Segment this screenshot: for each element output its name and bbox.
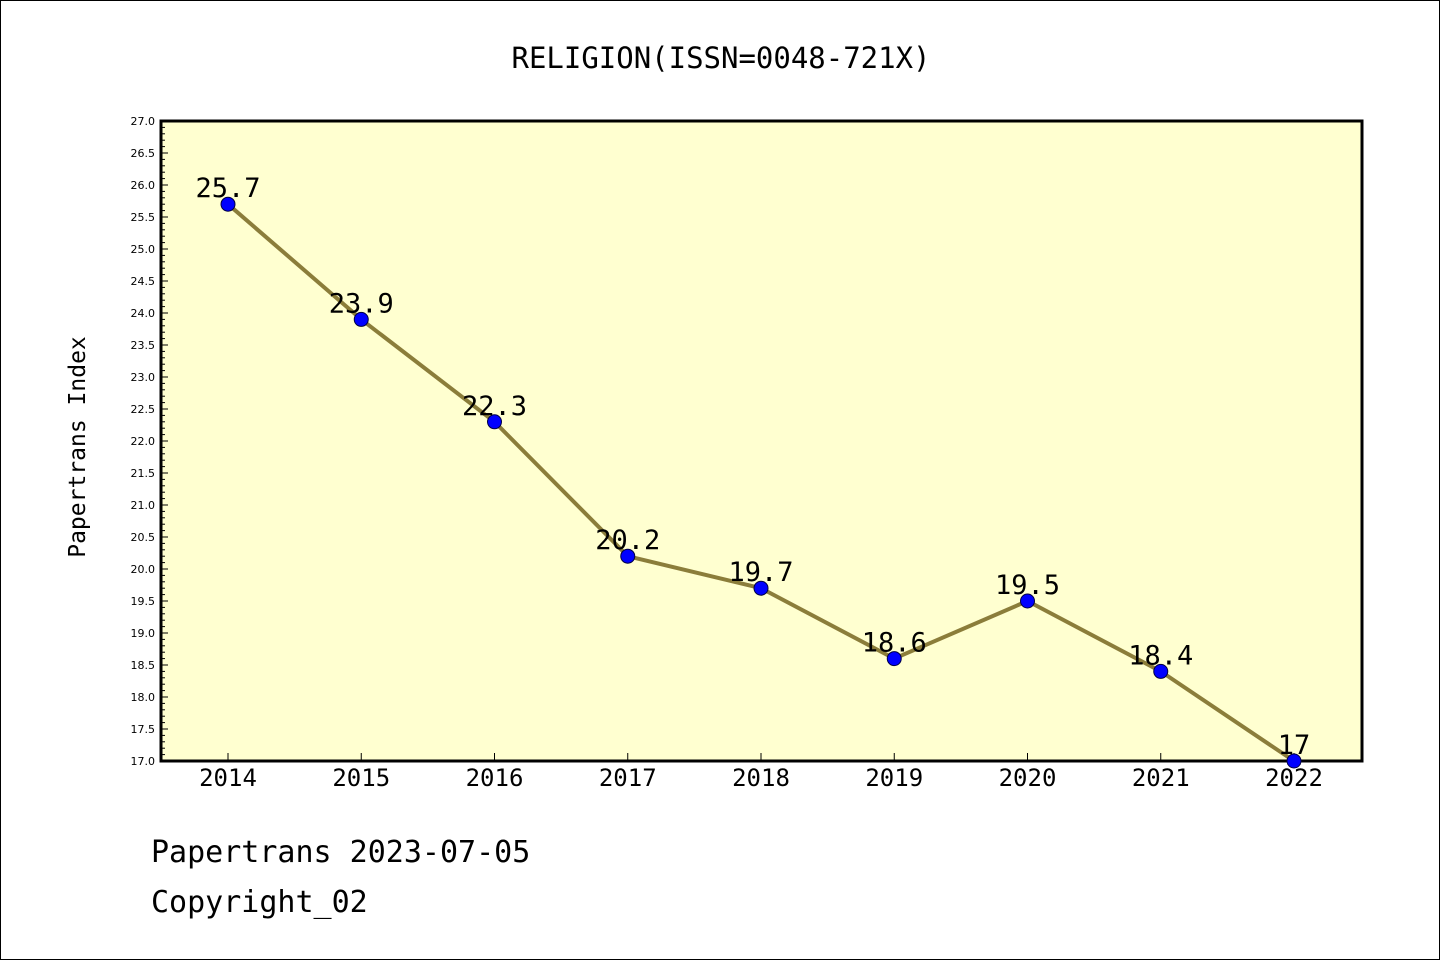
plot-area <box>159 119 1364 763</box>
data-point-marker <box>353 311 369 327</box>
footer-date-line: Papertrans 2023-07-05 <box>151 835 531 870</box>
y-tick-label: 24.0 <box>131 307 156 320</box>
y-tick-label: 21.5 <box>131 467 156 480</box>
data-labels: 25.7 23.9 22.3 20.2 19.7 18.6 19.5 18.4 17 <box>195 173 1310 761</box>
y-tick-label: 18.5 <box>131 659 156 672</box>
x-tick-label: 2014 <box>199 764 257 792</box>
data-point-label: 18.4 <box>1128 640 1193 671</box>
data-point-label: 20.2 <box>595 525 660 556</box>
y-tick-label: 26.0 <box>131 179 156 192</box>
data-point-marker <box>1286 753 1302 769</box>
y-tick-label: 22.5 <box>131 403 156 416</box>
data-point-marker <box>620 548 636 564</box>
y-tick-label: 18.0 <box>131 691 156 704</box>
data-point-marker <box>886 651 902 667</box>
x-tick-label: 2020 <box>999 764 1057 792</box>
data-point-marker <box>220 196 236 212</box>
chart-title: RELIGION(ISSN=0048-721X) <box>511 41 930 75</box>
y-tick-label: 20.5 <box>131 531 156 544</box>
data-point-label: 23.9 <box>329 288 394 319</box>
data-point-marker <box>487 414 502 430</box>
data-point-label: 18.6 <box>862 628 927 659</box>
data-point-label: 19.7 <box>728 557 793 588</box>
data-point-label: 19.5 <box>995 570 1060 601</box>
x-axis-ticks: 2014 2015 2016 2017 2018 2019 2020 2021 2022 <box>199 753 1323 792</box>
y-tick-label: 24.5 <box>131 275 156 288</box>
y-tick-label: 23.0 <box>131 371 156 384</box>
x-tick-label: 2015 <box>332 764 390 792</box>
footer-copyright-line: Copyright_02 <box>151 885 368 920</box>
x-tick-label: 2019 <box>865 764 923 792</box>
y-tick-label: 25.5 <box>131 211 156 224</box>
data-point-marker <box>1153 663 1169 679</box>
x-tick-label: 2022 <box>1265 764 1323 792</box>
data-point-marker <box>1020 593 1035 609</box>
data-point-label: 17 <box>1278 730 1311 761</box>
y-tick-label: 26.5 <box>131 147 156 160</box>
y-tick-label: 17.5 <box>131 723 156 736</box>
data-point-marker <box>753 580 769 596</box>
y-tick-label: 25.0 <box>131 243 156 256</box>
x-tick-label: 2017 <box>599 764 657 792</box>
y-tick-label: 19.5 <box>131 595 156 608</box>
x-tick-label: 2021 <box>1132 764 1190 792</box>
y-tick-label: 23.5 <box>131 339 156 352</box>
x-tick-label: 2018 <box>732 764 790 792</box>
y-axis-ticks: 17.0 17.5 18.0 18.5 19.0 19.5 20.0 20.5 21.0 21.5… <box>131 115 168 768</box>
data-point-label: 25.7 <box>195 173 260 204</box>
y-tick-label: 19.0 <box>131 627 156 640</box>
y-tick-label: 21.0 <box>131 499 156 512</box>
y-tick-label: 22.0 <box>131 435 156 448</box>
y-axis-label: Papertrans Index <box>65 336 91 558</box>
y-tick-label: 20.0 <box>131 563 156 576</box>
x-tick-label: 2016 <box>466 764 524 792</box>
y-tick-label: 17.0 <box>131 755 156 768</box>
y-tick-label: 27.0 <box>131 115 156 128</box>
data-markers <box>220 196 1302 769</box>
data-point-label: 22.3 <box>462 391 527 422</box>
